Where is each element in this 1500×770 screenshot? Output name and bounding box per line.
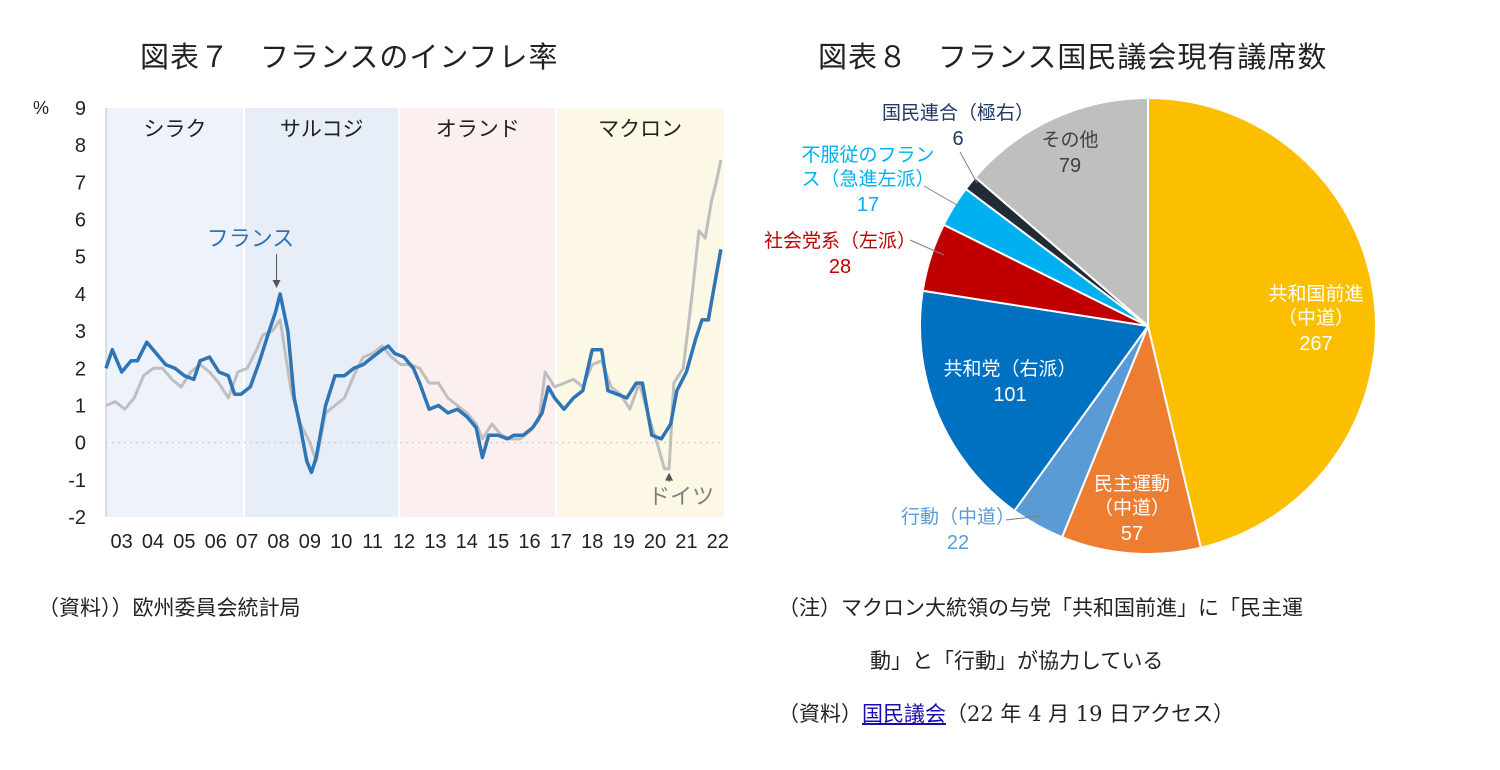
- pie-slice-0: [1147, 96, 1377, 549]
- x-tick-label-14: 17: [550, 531, 572, 553]
- x-tick-label-1: 04: [142, 531, 164, 553]
- pie-slice-7: [973, 96, 1149, 329]
- pie-slice-5: [942, 187, 1149, 327]
- pie-label-0-line-0: 共和国前進: [1268, 283, 1363, 305]
- pie-value-1: 57: [1121, 523, 1143, 545]
- era-label-2: オランド: [436, 118, 520, 141]
- pie-label-0-line-1: （中道）: [1278, 307, 1354, 329]
- pie-slice-6: [964, 175, 1149, 327]
- y-tick-label-11: -2: [68, 507, 86, 529]
- pie-label-7-line-0: その他: [1041, 129, 1098, 151]
- pie-value-7: 79: [1059, 155, 1081, 177]
- pie-label-2-line-0: 行動（中道）: [901, 506, 1015, 528]
- x-tick-label-8: 11: [362, 531, 383, 553]
- pie-label-1-line-1: （中道）: [1094, 497, 1170, 519]
- annotation-france-arrow-head: [272, 280, 281, 288]
- era-band-1: [244, 108, 400, 517]
- y-tick-label-9: 0: [75, 433, 86, 455]
- figure8-title: 図表８ フランス国民議会現有議席数: [818, 40, 1328, 74]
- pie-value-0: 267: [1299, 333, 1332, 355]
- pie-leader-2: [1005, 515, 1041, 521]
- x-tick-label-12: 15: [487, 531, 509, 553]
- figure7-title: 図表７ フランスのインフレ率: [140, 40, 559, 74]
- figure7-source: （資料））欧州委員会統計局: [38, 596, 301, 620]
- y-tick-label-2: 7: [75, 172, 86, 194]
- y-unit-label: %: [33, 98, 49, 118]
- series-line-1: [105, 159, 723, 471]
- y-tick-label-0: 9: [75, 98, 86, 120]
- x-tick-label-13: 16: [518, 531, 540, 553]
- era-label-0: シラク: [144, 118, 207, 141]
- y-tick-label-1: 8: [75, 135, 86, 157]
- x-tick-label-19: 22: [707, 531, 729, 553]
- x-tick-label-6: 09: [299, 531, 321, 553]
- x-tick-label-5: 08: [267, 531, 289, 553]
- x-tick-label-4: 07: [236, 531, 258, 553]
- pie-slice-1: [1060, 322, 1203, 555]
- pie-slice-2: [1012, 325, 1149, 539]
- pie-leader-6: [959, 151, 978, 184]
- x-tick-label-7: 10: [330, 531, 352, 553]
- figure8-note-line2: 動」と「行動」が協力している: [870, 649, 1164, 673]
- y-tick-label-8: 1: [75, 395, 86, 417]
- era-band-2: [399, 108, 557, 517]
- pie-leader-5: [923, 185, 958, 206]
- y-tick-label-3: 6: [75, 210, 86, 232]
- pie-value-2: 22: [947, 532, 969, 554]
- pie-leader-4: [909, 239, 945, 256]
- x-tick-label-16: 19: [612, 531, 634, 553]
- series-line-0: [104, 248, 723, 475]
- figure8-source: （資料）国民議会（22 年 4 月 19 日アクセス）: [778, 698, 1234, 728]
- pie-label-5-line-1: ス（急進左派）: [801, 168, 934, 190]
- x-tick-label-9: 12: [393, 531, 415, 553]
- x-tick-label-10: 13: [424, 531, 446, 553]
- y-tick-label-4: 5: [75, 247, 86, 269]
- annotation-france-label: フランス: [207, 226, 295, 251]
- y-tick-label-6: 3: [75, 321, 86, 343]
- pie-slice-3: [919, 289, 1150, 513]
- pie-value-6: 6: [952, 128, 963, 150]
- x-tick-label-17: 20: [644, 531, 666, 553]
- assembly-source-link[interactable]: 国民議会: [862, 702, 946, 726]
- era-label-1: サルコジ: [280, 118, 364, 141]
- x-tick-label-11: 14: [456, 531, 478, 553]
- era-band-0: [106, 108, 245, 517]
- pie-value-4: 28: [829, 256, 851, 278]
- annotation-germany-arrow-head: [665, 472, 674, 481]
- figure8-source-prefix: （資料）: [778, 702, 862, 726]
- figure8-note-line1: （注）マクロン大統領の与党「共和国前進」に「民主運: [778, 596, 1303, 620]
- x-tick-label-3: 06: [205, 531, 227, 553]
- pie-label-4-line-0: 社会党系（左派）: [764, 230, 916, 252]
- pie-label-5-line-0: 不服従のフラン: [801, 144, 934, 166]
- pie-label-6-line-0: 国民連合（極右）: [882, 102, 1034, 124]
- pie-label-3-line-0: 共和党（右派）: [943, 358, 1076, 380]
- y-tick-label-5: 4: [75, 284, 86, 306]
- pie-slice-4: [921, 223, 1149, 327]
- pie-value-5: 17: [857, 194, 879, 216]
- figure8-source-suffix: （22 年 4 月 19 日アクセス）: [946, 702, 1235, 726]
- x-tick-label-15: 18: [581, 531, 603, 553]
- pie-value-3: 101: [993, 384, 1026, 406]
- y-tick-label-7: 2: [75, 358, 86, 380]
- x-tick-label-2: 05: [173, 531, 195, 553]
- annotation-germany-label: ドイツ: [648, 484, 714, 509]
- era-label-3: マクロン: [598, 118, 682, 141]
- y-tick-label-10: -1: [68, 470, 86, 492]
- x-tick-label-18: 21: [675, 531, 697, 553]
- era-band-3: [556, 108, 724, 517]
- x-tick-label-0: 03: [111, 531, 133, 553]
- pie-label-1-line-0: 民主運動: [1094, 473, 1170, 495]
